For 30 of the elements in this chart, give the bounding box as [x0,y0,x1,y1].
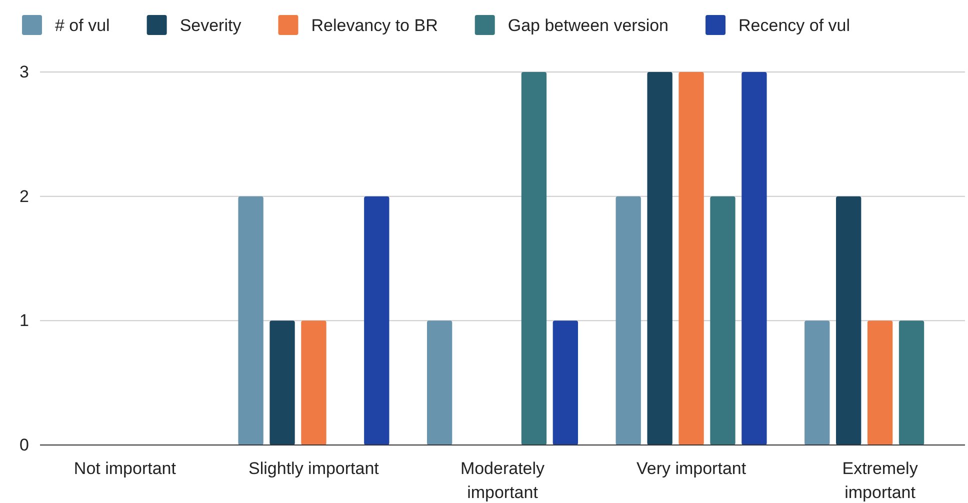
bar [270,320,295,445]
legend-label: Recency of vul [738,16,850,35]
bar [616,196,641,445]
bar [898,320,924,445]
bar [238,196,264,445]
bar [742,72,767,445]
y-tick-label: 3 [20,62,29,82]
legend-label: Relevancy to BR [311,16,438,35]
bar [710,196,736,445]
x-tick-label: Very important [636,459,746,478]
legend-label: Severity [180,16,242,35]
bar [364,196,390,445]
bar [521,72,547,445]
bar [426,320,452,445]
bar [804,320,830,445]
y-tick-label: 0 [20,435,29,454]
x-tick-label: Slightly important [248,459,380,478]
bar [301,320,326,445]
x-tick-label: Not important [74,459,176,478]
bar [867,320,893,445]
x-tick-label: Extremely important [842,459,918,502]
bar [552,320,578,445]
y-tick-label: 2 [20,186,29,206]
x-tick-label: Moderately important [460,459,546,502]
bar [836,196,862,445]
legend-label: # of vul [55,16,110,35]
bar [647,72,672,445]
legend-label: Gap between version [508,16,669,35]
bar [678,72,704,445]
y-tick-label: 1 [20,311,29,330]
